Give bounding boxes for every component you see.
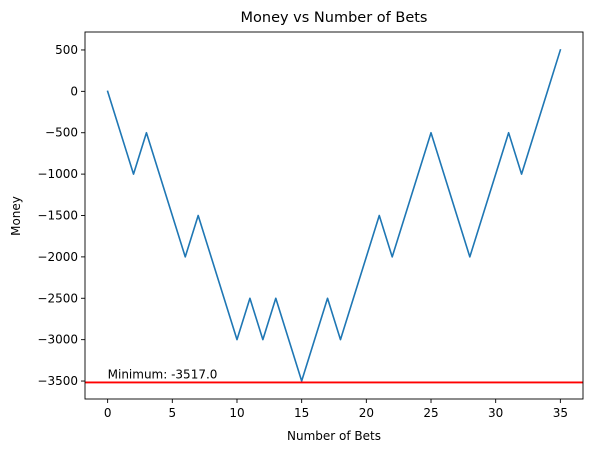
y-tick-label: 500 [55, 43, 78, 57]
y-tick-label: −2000 [37, 250, 78, 264]
y-tick-label: −500 [45, 126, 78, 140]
y-tick-label: 0 [70, 84, 78, 98]
x-tick-label: 20 [359, 406, 374, 420]
x-axis-label: Number of Bets [287, 429, 381, 443]
axes-frame [84, 31, 584, 400]
x-tick-label: 10 [229, 406, 244, 420]
x-tick-label: 25 [423, 406, 438, 420]
y-tick-label: −1500 [37, 209, 78, 223]
y-tick-label: −2500 [37, 291, 78, 305]
y-axis-label: Money [9, 196, 23, 236]
x-tick-label: 35 [553, 406, 568, 420]
y-tick-label: −1000 [37, 167, 78, 181]
x-tick-label: 0 [104, 406, 112, 420]
x-tick-label: 5 [168, 406, 176, 420]
series-line-0 [106, 48, 562, 382]
y-tick-label: −3500 [37, 374, 78, 388]
y-tick-label: −3000 [37, 333, 78, 347]
minimum-annotation: Minimum: -3517.0 [108, 367, 218, 381]
x-tick-label: 15 [294, 406, 309, 420]
plot-area [85, 48, 583, 384]
axes: Minimum: -3517.0 0 5 10 15 20 25 30 35 500 0 −500 −1… [37, 31, 584, 420]
chart-title: Money vs Number of Bets [241, 10, 428, 26]
x-tick-label: 30 [488, 406, 503, 420]
